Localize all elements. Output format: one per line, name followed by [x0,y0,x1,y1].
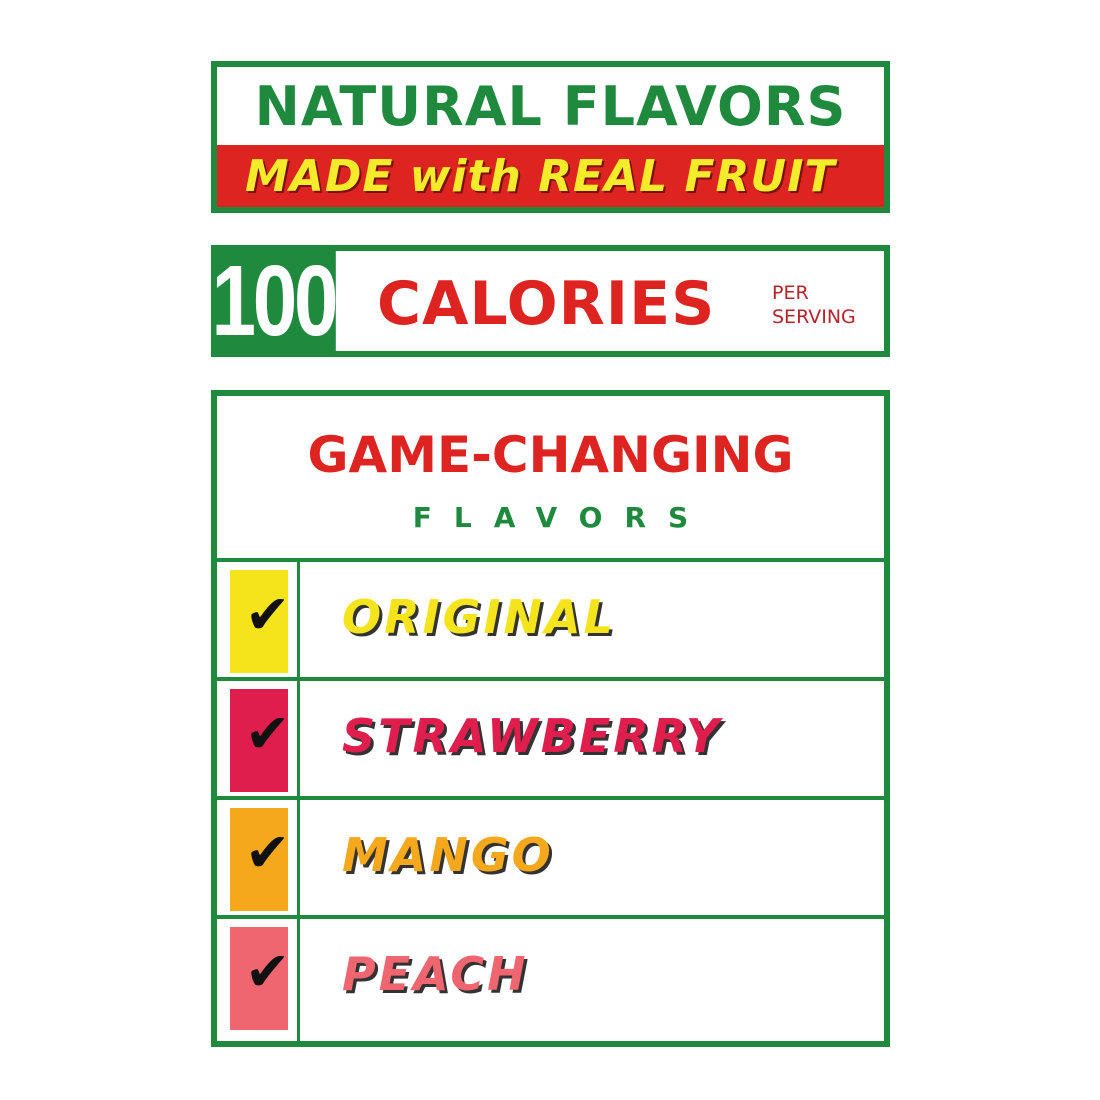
serving-text: SERVING [772,306,856,328]
flavor-name: MANGO [342,828,554,882]
calorie-count: 100 [211,245,339,357]
flavor-name: STRAWBERRY [342,709,723,763]
calories-label: CALORIES [377,269,716,339]
natural-flavors-panel: NATURAL FLAVORS MADE with REAL FRUIT [211,61,890,213]
per-serving-label: PER SERVING [772,281,856,329]
calories-panel: 100 CALORIES PER SERVING [211,245,890,357]
flavor-row-peach: ✔ PEACH [217,915,884,1034]
checkmark-icon: ✔ [245,821,291,884]
flavor-color-swatch [230,808,288,911]
flavor-color-swatch [230,927,288,1030]
flavor-row-original: ✔ ORIGINAL [217,558,884,677]
flavor-row-mango: ✔ MANGO [217,796,884,915]
checkmark-icon: ✔ [245,702,291,765]
real-fruit-band: MADE with REAL FRUIT [217,145,884,207]
per-text: PER [772,282,809,304]
checkmark-icon: ✔ [245,583,291,646]
flavor-row-strawberry: ✔ STRAWBERRY [217,677,884,796]
flavors-panel: GAME-CHANGING FLAVORS ✔ ORIGINAL ✔ STRAWBER… [211,390,890,1047]
real-fruit-text: MADE with REAL FRUIT [245,151,836,202]
flavor-color-swatch [230,570,288,673]
flavor-name: PEACH [342,947,529,1001]
natural-flavors-title: NATURAL FLAVORS [254,75,847,138]
checkmark-icon: ✔ [245,940,291,1003]
flavors-subheading: FLAVORS [412,501,711,534]
flavor-color-swatch [230,689,288,792]
flavor-name: ORIGINAL [342,590,616,644]
flavors-heading: GAME-CHANGING [307,426,794,484]
